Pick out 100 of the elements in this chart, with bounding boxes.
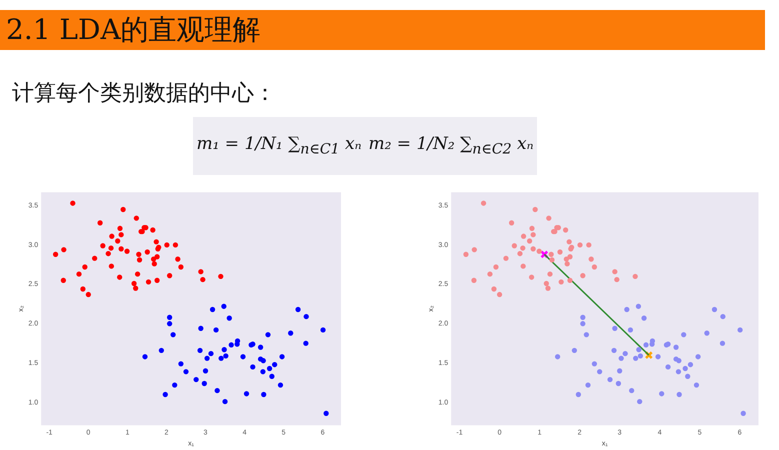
point (491, 286, 497, 292)
point (628, 327, 634, 333)
point (572, 348, 577, 354)
point (222, 398, 228, 404)
point (320, 327, 326, 333)
point (146, 279, 152, 285)
point (152, 261, 157, 266)
point (681, 332, 686, 338)
point (616, 380, 622, 386)
point (158, 348, 164, 354)
point (154, 278, 160, 283)
point (528, 274, 534, 280)
point (166, 273, 172, 278)
point (632, 274, 638, 280)
point (303, 340, 308, 346)
point (226, 316, 232, 321)
point (530, 246, 536, 252)
point (508, 220, 514, 226)
point (618, 356, 624, 361)
point (682, 366, 688, 372)
point (545, 286, 551, 291)
point (183, 369, 189, 374)
point (576, 392, 581, 398)
point (577, 242, 583, 248)
point (61, 247, 66, 252)
point (60, 278, 66, 283)
point (557, 249, 563, 255)
point (269, 374, 274, 379)
point (592, 264, 598, 270)
point (704, 330, 710, 336)
point (250, 364, 256, 370)
point (695, 354, 701, 360)
point (624, 306, 630, 312)
point (493, 264, 499, 270)
point (564, 261, 570, 266)
point (665, 364, 671, 370)
point (266, 366, 272, 372)
point (261, 392, 266, 398)
point (611, 348, 617, 354)
point (676, 392, 682, 398)
point (641, 316, 647, 321)
point (622, 350, 628, 356)
point (737, 327, 743, 333)
point (133, 286, 138, 291)
point (70, 200, 76, 206)
point (258, 344, 264, 350)
point (213, 327, 219, 333)
point (260, 358, 266, 364)
point (673, 344, 679, 350)
point (471, 278, 477, 283)
point (118, 232, 124, 238)
point (164, 242, 170, 248)
point (166, 314, 172, 320)
point (136, 257, 142, 262)
point (558, 279, 564, 285)
point (272, 362, 278, 368)
point (694, 382, 700, 388)
point (117, 274, 122, 280)
point (517, 251, 523, 256)
point (202, 380, 207, 386)
point (178, 264, 184, 270)
point (198, 326, 204, 331)
point (279, 354, 285, 360)
point (487, 271, 493, 277)
point (108, 245, 114, 251)
point (585, 382, 591, 388)
chart-title: 2.1 LDA的直观理解 (0, 10, 765, 50)
point (106, 251, 111, 256)
point (580, 314, 586, 320)
point (612, 269, 618, 274)
point (463, 252, 469, 257)
point (178, 361, 184, 366)
point (154, 239, 159, 244)
point (636, 304, 642, 309)
point (536, 248, 542, 254)
point (260, 369, 266, 374)
point (117, 226, 123, 232)
point (86, 292, 91, 298)
point (134, 271, 140, 277)
point (649, 342, 655, 347)
point (503, 256, 509, 261)
point (544, 280, 549, 286)
point (554, 354, 560, 360)
point (564, 256, 569, 262)
point (218, 356, 224, 361)
point (204, 356, 210, 361)
point (100, 243, 106, 248)
point (633, 356, 638, 361)
point (136, 252, 142, 257)
point (720, 340, 726, 346)
point (131, 280, 137, 286)
point (530, 232, 536, 238)
point (612, 326, 618, 331)
point (97, 220, 103, 226)
point (629, 388, 634, 394)
point (580, 321, 586, 326)
point (288, 330, 294, 336)
point (162, 392, 168, 398)
point (240, 354, 246, 360)
point (676, 358, 682, 364)
